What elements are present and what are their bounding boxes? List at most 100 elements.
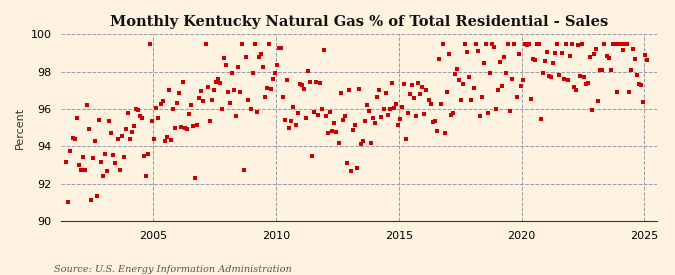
Point — [173, 91, 184, 96]
Point — [548, 60, 559, 65]
Point — [634, 82, 645, 86]
Point — [464, 75, 475, 79]
Point — [78, 154, 88, 159]
Point — [358, 139, 369, 143]
Point — [538, 70, 549, 75]
Point — [270, 71, 281, 75]
Point — [376, 115, 387, 119]
Point — [352, 166, 362, 170]
Point — [255, 51, 266, 56]
Point — [280, 118, 291, 122]
Point — [472, 49, 483, 53]
Point — [413, 81, 424, 85]
Point — [513, 52, 524, 56]
Point — [235, 90, 246, 94]
Point — [425, 102, 436, 106]
Point — [350, 122, 360, 127]
Point — [407, 82, 418, 87]
Point — [319, 47, 329, 52]
Point — [608, 42, 618, 46]
Point — [580, 82, 591, 86]
Point — [636, 83, 647, 87]
Point — [306, 153, 317, 158]
Point — [259, 95, 270, 99]
Point — [475, 114, 485, 118]
Text: Source: U.S. Energy Information Administration: Source: U.S. Energy Information Administ… — [54, 265, 292, 274]
Point — [454, 78, 464, 82]
Point — [354, 86, 364, 91]
Point — [114, 168, 125, 172]
Point — [403, 111, 414, 115]
Point — [599, 42, 610, 46]
Point — [141, 174, 152, 178]
Point — [76, 168, 86, 172]
Point — [335, 91, 346, 95]
Point — [507, 77, 518, 81]
Point — [239, 168, 250, 172]
Point — [466, 97, 477, 102]
Point — [282, 78, 293, 82]
Point — [603, 56, 614, 60]
Point — [405, 92, 416, 97]
Point — [626, 67, 637, 72]
Point — [90, 138, 101, 143]
Point — [178, 80, 188, 85]
Point — [368, 116, 379, 120]
Point — [550, 50, 561, 55]
Point — [257, 65, 268, 70]
Point — [274, 46, 285, 51]
Point — [217, 107, 227, 111]
Point — [106, 131, 117, 135]
Point — [231, 114, 242, 118]
Point — [315, 81, 325, 85]
Point — [96, 160, 107, 164]
Point — [491, 107, 502, 111]
Point — [278, 95, 289, 99]
Point — [429, 119, 440, 123]
Point — [82, 103, 92, 108]
Point — [477, 94, 487, 99]
Point — [317, 107, 327, 111]
Point — [562, 78, 573, 82]
Point — [132, 108, 143, 112]
Point — [124, 137, 135, 141]
Point — [437, 42, 448, 46]
Point — [560, 42, 571, 46]
Point — [102, 169, 113, 173]
Point — [441, 90, 452, 94]
Point — [620, 42, 630, 46]
Point — [527, 56, 538, 61]
Point — [153, 116, 164, 120]
Point — [323, 131, 333, 135]
Point — [525, 96, 536, 101]
Point — [98, 174, 109, 178]
Point — [286, 119, 297, 123]
Point — [348, 128, 358, 133]
Point — [126, 130, 137, 134]
Point — [80, 167, 90, 172]
Point — [505, 109, 516, 113]
Point — [290, 123, 301, 127]
Point — [583, 81, 593, 86]
Point — [182, 126, 192, 131]
Point — [616, 42, 626, 46]
Point — [489, 45, 500, 49]
Point — [321, 114, 331, 118]
Point — [300, 116, 311, 120]
Point — [100, 152, 111, 157]
Point — [219, 56, 230, 60]
Point — [421, 88, 432, 93]
Point — [272, 63, 283, 67]
Point — [564, 53, 575, 58]
Point — [411, 114, 422, 118]
Point — [566, 42, 577, 46]
Point — [392, 123, 403, 127]
Point — [378, 107, 389, 112]
Point — [515, 84, 526, 89]
Point — [308, 110, 319, 114]
Point — [65, 149, 76, 154]
Point — [552, 42, 563, 46]
Point — [433, 56, 444, 61]
Point — [415, 92, 426, 97]
Point — [470, 42, 481, 46]
